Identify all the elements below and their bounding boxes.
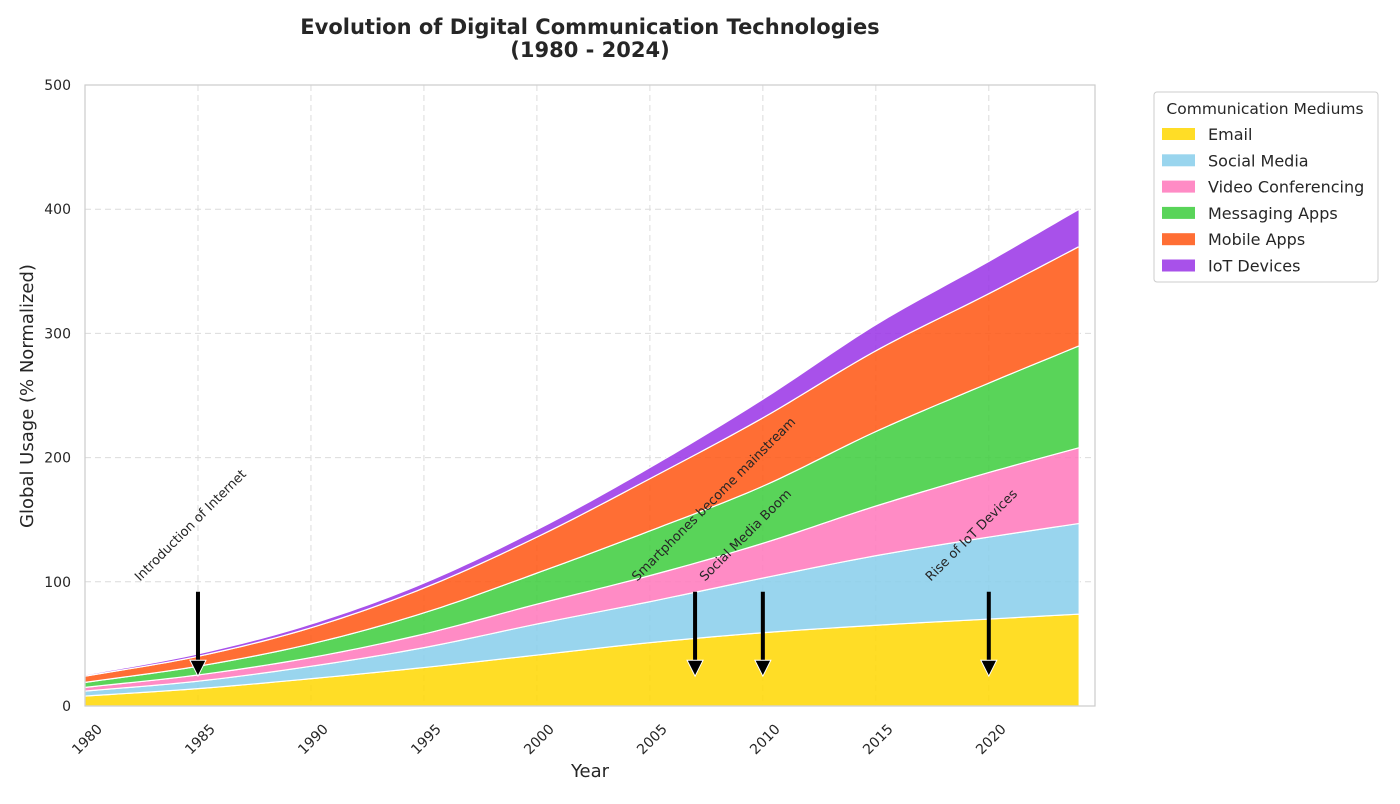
area-iot-devices [84, 208, 1080, 677]
annotation-arrow-head [754, 659, 772, 678]
y-tick-label: 100 [44, 575, 71, 591]
chart-title-line2: (1980 - 2024) [510, 38, 669, 62]
legend-swatch-social-media [1162, 154, 1195, 167]
legend-swatch-iot-devices [1162, 259, 1195, 272]
legend-title: Communication Mediums [1166, 100, 1363, 118]
legend-label-email: Email [1208, 125, 1252, 144]
y-tick-label: 200 [44, 451, 71, 467]
y-tick-label: 500 [44, 78, 71, 94]
legend-label-social-media: Social Media [1208, 151, 1309, 170]
legend-swatch-email [1162, 128, 1195, 140]
plot-frame [84, 84, 1096, 707]
area-series-group [84, 208, 1080, 707]
legend-label-mobile-apps: Mobile Apps [1208, 230, 1305, 249]
legend-label-iot-devices: IoT Devices [1208, 257, 1300, 276]
annotation-arrow-head [189, 659, 207, 678]
annotation-arrow-head [979, 659, 998, 678]
legend-label-messaging-apps: Messaging Apps [1208, 204, 1338, 223]
y-tick-label: 0 [62, 699, 71, 715]
legend-frame [1153, 91, 1379, 283]
legend-items: Email Social Media Video Conferencing Messa… [1162, 125, 1364, 276]
chart-title-line1: Evolution of Digital Communication Techn… [300, 15, 879, 39]
legend: Communication Mediums Email Social Media V… [1153, 91, 1379, 283]
y-tick-label: 400 [44, 202, 71, 218]
annotation-arrow-head [686, 659, 704, 678]
x-axis-label: Year [570, 761, 610, 782]
legend-swatch-messaging-apps [1162, 206, 1195, 219]
legend-swatch-video-conferencing [1162, 180, 1195, 193]
y-tick-labels: 0 100 200 300 400 500 [44, 78, 71, 715]
y-tick-label: 300 [44, 326, 71, 342]
legend-label-video-conferencing: Video Conferencing [1208, 178, 1364, 197]
y-axis-label: Global Usage (% Normalized) [17, 264, 38, 528]
legend-swatch-mobile-apps [1162, 233, 1195, 246]
